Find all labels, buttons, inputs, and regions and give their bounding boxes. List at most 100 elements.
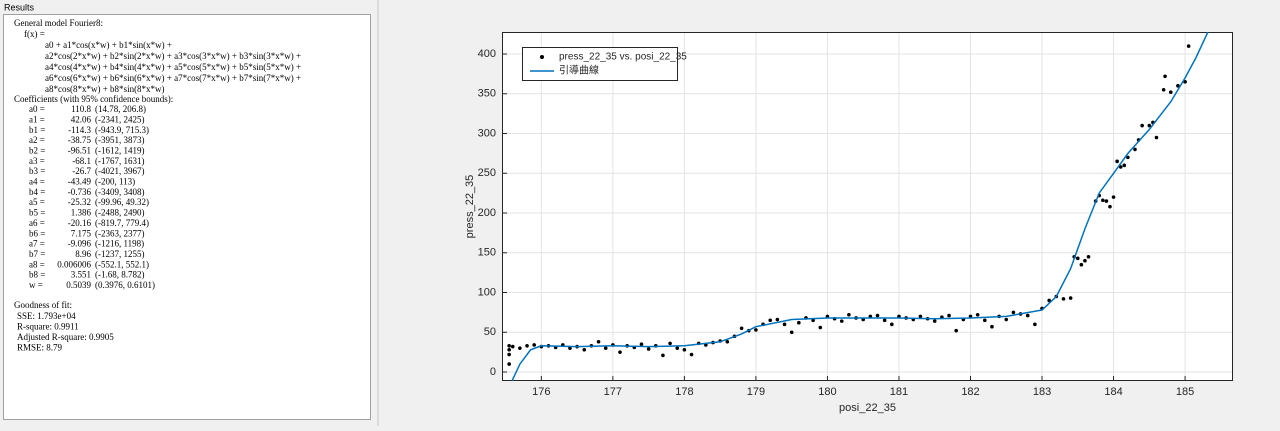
coef-bounds: (-1237, 1255) bbox=[95, 249, 145, 259]
coef-value: 8.96 bbox=[75, 249, 91, 259]
formula-line: a6*cos(6*x*w) + b6*sin(6*x*w) + a7*cos(7… bbox=[45, 73, 301, 83]
coef-name: a3 = bbox=[29, 156, 45, 166]
data-point bbox=[1168, 90, 1173, 94]
data-point bbox=[1061, 297, 1066, 301]
coef-bounds: (-2341, 2425) bbox=[95, 114, 145, 124]
formula-line: a8*cos(8*x*w) + b8*sin(8*x*w) bbox=[45, 84, 165, 94]
coef-name: a0 = bbox=[29, 104, 45, 114]
x-tick-label: 183 bbox=[1033, 386, 1051, 398]
coef-header: Coefficients (with 95% confidence bounds… bbox=[14, 94, 173, 104]
coef-bounds: (-819.7, 779.4) bbox=[95, 218, 149, 228]
data-point bbox=[507, 347, 511, 352]
panel-title: Results bbox=[4, 2, 35, 12]
formula-line: a4*cos(4*x*w) + b4*sin(4*x*w) + a5*cos(5… bbox=[45, 62, 301, 72]
coef-name: b1 = bbox=[29, 125, 45, 135]
data-point bbox=[682, 347, 687, 352]
x-axis-label: posi_22_35 bbox=[839, 402, 896, 414]
coef-name: a5 = bbox=[29, 197, 45, 207]
coef-name: a6 = bbox=[29, 218, 45, 228]
coef-value: -26.7 bbox=[72, 166, 91, 176]
coef-bounds: (-1767, 1631) bbox=[95, 156, 145, 166]
y-tick-label: 350 bbox=[478, 88, 496, 100]
coef-name: w = bbox=[29, 280, 43, 290]
legend-label: press_22_35 vs. posi_22_35 bbox=[559, 52, 687, 63]
y-tick-label: 200 bbox=[478, 207, 496, 219]
coef-name: b8 = bbox=[29, 270, 45, 280]
data-point bbox=[882, 318, 887, 323]
y-axis-label: press_22_35 bbox=[464, 175, 476, 239]
coef-value: 0.5039 bbox=[66, 280, 91, 290]
coef-bounds: (-552.1, 552.1) bbox=[95, 259, 149, 269]
coef-bounds: (-1216, 1198) bbox=[95, 239, 144, 249]
data-point bbox=[775, 317, 780, 322]
data-point bbox=[725, 340, 730, 344]
fit-curve bbox=[511, 32, 1209, 381]
coef-name: b2 = bbox=[29, 145, 45, 155]
coef-name: a7 = bbox=[29, 239, 45, 249]
data-point bbox=[618, 350, 622, 354]
y-tick-label: 400 bbox=[478, 48, 496, 60]
data-point bbox=[507, 352, 511, 357]
coef-bounds: (14.78, 206.8) bbox=[95, 104, 146, 114]
coef-bounds: (-3409, 3408) bbox=[95, 187, 145, 197]
data-point bbox=[1083, 258, 1087, 263]
x-tick-label: 179 bbox=[747, 386, 765, 398]
coef-name: a4 = bbox=[29, 177, 45, 187]
data-point bbox=[1104, 199, 1109, 203]
data-point bbox=[947, 313, 951, 318]
results-panel: Results General model Fourier8:f(x) = a0 … bbox=[0, 0, 379, 426]
data-point bbox=[518, 346, 522, 350]
coef-bounds: (-1612, 1419) bbox=[95, 145, 145, 155]
coef-name: b3 = bbox=[29, 166, 45, 176]
legend-box bbox=[522, 47, 678, 81]
data-point bbox=[918, 314, 923, 319]
coef-value: -20.16 bbox=[68, 218, 92, 228]
coef-bounds: (-2363, 2377) bbox=[95, 228, 145, 238]
data-point bbox=[1163, 74, 1167, 79]
axes-box bbox=[502, 32, 1233, 381]
data-point bbox=[954, 328, 958, 333]
data-point bbox=[668, 341, 672, 346]
coef-bounds: (-99.96, 49.32) bbox=[95, 197, 149, 207]
data-point bbox=[507, 343, 511, 348]
coef-bounds: (-4021, 3967) bbox=[95, 166, 145, 176]
data-point bbox=[782, 322, 787, 327]
data-point bbox=[839, 319, 844, 323]
legend-label: 引導曲線 bbox=[559, 64, 599, 77]
coef-bounds: (-3951, 3873) bbox=[95, 135, 145, 145]
coef-name: a2 = bbox=[29, 135, 45, 145]
model-name: General model Fourier8: bbox=[14, 18, 103, 28]
plot-area bbox=[502, 32, 1233, 381]
data-point bbox=[639, 342, 644, 346]
x-tick-label: 176 bbox=[532, 386, 550, 398]
data-point bbox=[768, 318, 773, 323]
coef-value: -0.736 bbox=[68, 187, 92, 197]
coef-value: -96.51 bbox=[68, 145, 91, 155]
legend-marker bbox=[540, 55, 544, 59]
data-point bbox=[1161, 87, 1166, 92]
data-point bbox=[1075, 256, 1080, 261]
fx: f(x) = bbox=[24, 29, 45, 39]
data-point bbox=[1004, 317, 1009, 322]
data-point bbox=[661, 353, 665, 358]
data-point bbox=[1140, 123, 1144, 128]
y-tick-label: 300 bbox=[478, 127, 496, 139]
data-point bbox=[818, 325, 823, 330]
coef-bounds: (-1.68, 8.782) bbox=[95, 270, 145, 280]
data-point bbox=[596, 340, 601, 344]
data-point bbox=[797, 320, 801, 325]
y-tick-label: 50 bbox=[484, 326, 496, 338]
data-point bbox=[568, 346, 572, 350]
gof-line: SSE: 1.793e+04 bbox=[17, 311, 76, 321]
data-point bbox=[1147, 123, 1152, 128]
coef-value: 7.175 bbox=[71, 228, 92, 238]
x-tick-label: 185 bbox=[1176, 386, 1194, 398]
coef-value: -43.49 bbox=[68, 177, 92, 187]
gof-line: RMSE: 8.79 bbox=[17, 343, 63, 353]
coef-value: -68.1 bbox=[72, 156, 91, 166]
coef-bounds: (0.3976, 0.6101) bbox=[95, 280, 155, 290]
data-point bbox=[1033, 322, 1037, 327]
data-point bbox=[675, 346, 680, 350]
chart: 176 177 178 179 180 181 182 183 184 185 0 50 100 150 2… bbox=[464, 32, 1233, 414]
